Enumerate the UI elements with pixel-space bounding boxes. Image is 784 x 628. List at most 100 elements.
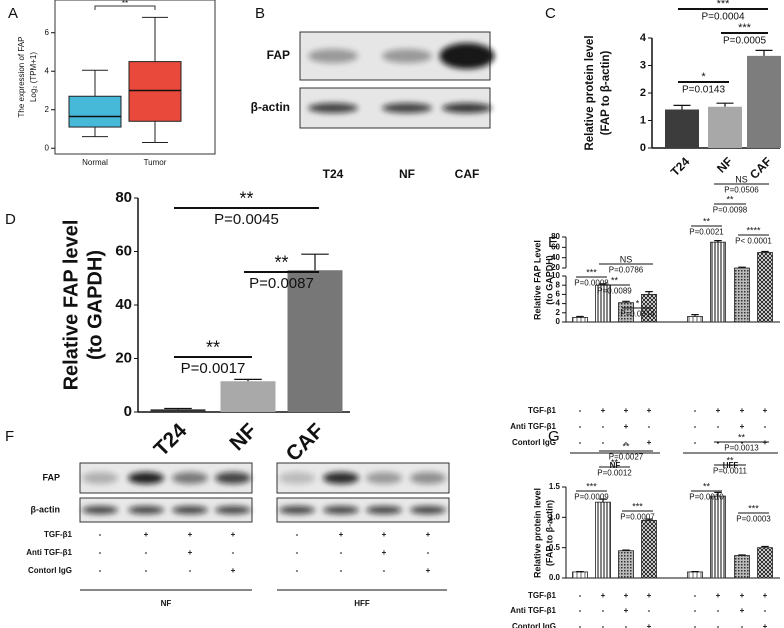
- treatment-mark: -: [296, 548, 299, 557]
- bar: [734, 555, 750, 579]
- treatment-mark: -: [717, 606, 720, 615]
- treatment-mark: -: [579, 406, 582, 415]
- error-bar: [738, 554, 746, 556]
- y-axis-label: Relative protein level: [532, 488, 542, 578]
- bar: [595, 501, 611, 579]
- bar: [710, 495, 726, 579]
- p-value: P=0.0098: [713, 206, 748, 215]
- treatment-mark: +: [716, 406, 721, 415]
- treatment-mark: -: [296, 566, 299, 575]
- bar: [220, 381, 276, 412]
- treatment-mark: -: [579, 422, 582, 431]
- treatment-mark: +: [601, 406, 606, 415]
- y-tick-label: 40: [115, 296, 132, 313]
- y-tick-label: 0: [45, 143, 50, 152]
- panel-label: D: [5, 211, 16, 228]
- treatment-mark: -: [99, 566, 102, 575]
- significance-stars: ***: [717, 0, 731, 10]
- y-tick-label: 1.5: [549, 482, 561, 491]
- treatment-mark: -: [579, 606, 582, 615]
- p-value: P=0.0314: [620, 310, 655, 319]
- treatment-mark: -: [145, 566, 148, 575]
- treatment-mark: -: [189, 566, 192, 575]
- blot-band: [439, 43, 495, 69]
- y-axis-label: (FAP to β-actin): [600, 50, 612, 135]
- group-label: HFF: [723, 461, 739, 470]
- blot-band: [366, 506, 402, 514]
- error-bar: [622, 300, 630, 303]
- p-value: P=0.0004: [701, 12, 745, 23]
- y-axis-label: (to GAPDH): [544, 255, 554, 305]
- significance-stars: **: [206, 338, 220, 358]
- treatment-mark: +: [740, 406, 745, 415]
- significance-stars: ***: [586, 267, 597, 277]
- significance-stars: **: [611, 275, 619, 285]
- significance-stars: **: [726, 194, 734, 204]
- error-bar: [714, 491, 722, 497]
- bar: [618, 550, 634, 579]
- treatment-mark: -: [602, 622, 605, 628]
- x-tick-label: Tumor: [144, 158, 167, 167]
- panel-label: E: [548, 234, 558, 251]
- treatment-mark: -: [145, 548, 148, 557]
- treatment-mark: +: [601, 591, 606, 600]
- p-value: P=0.0008: [574, 279, 609, 288]
- x-tick-label: T24: [668, 154, 693, 179]
- p-value: P=0.0005: [723, 36, 767, 47]
- blot-band: [279, 472, 315, 484]
- blot-band: [128, 472, 164, 484]
- group-label: HFF: [354, 599, 370, 608]
- treatment-mark: +: [647, 406, 652, 415]
- treatment-mark: -: [717, 438, 720, 447]
- significance-stars: **: [738, 432, 746, 442]
- treatment-label: TGF-β1: [528, 591, 557, 600]
- y-tick-label: 0.0: [549, 573, 561, 582]
- significance-stars: **: [703, 481, 711, 491]
- error-bar: [691, 314, 699, 317]
- treatment-mark: +: [647, 438, 652, 447]
- blot-band: [308, 103, 358, 113]
- p-value: P=0.0087: [249, 275, 314, 292]
- panel-label: B: [255, 5, 265, 22]
- group-label: NF: [610, 461, 621, 470]
- treatment-mark: -: [340, 548, 343, 557]
- treatment-mark: -: [694, 438, 697, 447]
- treatment-label: TGF-β1: [44, 530, 73, 539]
- treatment-label: Contorl IgG: [28, 566, 72, 575]
- significance-stars: *: [636, 298, 640, 308]
- treatment-mark: -: [694, 406, 697, 415]
- treatment-mark: -: [427, 548, 430, 557]
- treatment-mark: -: [296, 530, 299, 539]
- bar: [687, 316, 703, 323]
- y-tick-label: 6: [556, 290, 561, 299]
- y-tick-label: 2: [556, 308, 561, 317]
- p-value: P=0.0027: [609, 453, 644, 462]
- treatment-mark: -: [383, 566, 386, 575]
- blot-band: [323, 506, 359, 514]
- significance-stars: **: [122, 0, 128, 8]
- treatment-mark: -: [648, 606, 651, 615]
- y-tick-label: 6: [45, 28, 50, 37]
- blot-band: [82, 472, 118, 484]
- plot-frame: [54, 0, 216, 155]
- y-tick-label: 0: [124, 403, 132, 420]
- significance-stars: NS: [620, 254, 633, 264]
- treatment-mark: +: [382, 548, 387, 557]
- blot-band: [128, 506, 164, 514]
- p-value: P=0.0045: [214, 211, 279, 228]
- blot-band: [323, 472, 359, 484]
- significance-stars: *: [701, 71, 706, 83]
- panel-label: F: [5, 428, 14, 445]
- y-axis-label: Relative FAP level: [60, 220, 82, 391]
- p-value: P=0.0003: [736, 515, 771, 524]
- blot-lane-label: T24: [323, 167, 344, 181]
- treatment-mark: +: [740, 591, 745, 600]
- treatment-mark: +: [740, 606, 745, 615]
- y-tick-label: 0: [640, 142, 646, 154]
- bar: [757, 252, 773, 323]
- significance-stars: **: [611, 457, 619, 467]
- blot-band: [382, 49, 432, 63]
- significance-stars: **: [239, 189, 253, 209]
- treatment-mark: -: [694, 422, 697, 431]
- treatment-label: Contorl IgG: [512, 438, 556, 447]
